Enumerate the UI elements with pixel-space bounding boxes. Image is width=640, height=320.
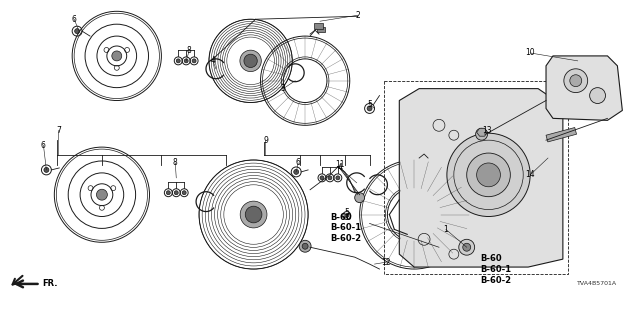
Text: B-60: B-60 bbox=[481, 254, 502, 263]
Polygon shape bbox=[477, 128, 488, 136]
Text: 4: 4 bbox=[211, 56, 216, 65]
Circle shape bbox=[345, 213, 349, 218]
Text: 9: 9 bbox=[263, 136, 268, 145]
Text: 7: 7 bbox=[56, 126, 61, 135]
Circle shape bbox=[463, 243, 470, 251]
Circle shape bbox=[564, 69, 588, 92]
Circle shape bbox=[294, 169, 299, 174]
Circle shape bbox=[467, 153, 510, 197]
Text: 12: 12 bbox=[381, 258, 391, 267]
Text: 11: 11 bbox=[335, 160, 344, 170]
Circle shape bbox=[244, 54, 257, 68]
Circle shape bbox=[182, 191, 186, 195]
Circle shape bbox=[112, 51, 122, 61]
Polygon shape bbox=[546, 56, 622, 120]
Text: 3: 3 bbox=[281, 84, 285, 93]
Circle shape bbox=[589, 88, 605, 103]
Text: 1: 1 bbox=[444, 225, 448, 234]
Circle shape bbox=[328, 176, 332, 180]
Text: 5: 5 bbox=[367, 100, 372, 109]
Circle shape bbox=[174, 191, 179, 195]
Text: 6: 6 bbox=[41, 140, 46, 150]
Text: 10: 10 bbox=[525, 48, 535, 57]
Circle shape bbox=[299, 240, 311, 252]
Bar bbox=[317, 27, 325, 32]
Text: 6: 6 bbox=[72, 15, 77, 24]
Text: B-60-1: B-60-1 bbox=[330, 223, 361, 232]
Bar bbox=[385, 81, 568, 274]
Circle shape bbox=[367, 106, 372, 111]
Text: 4: 4 bbox=[337, 164, 342, 172]
Text: 14: 14 bbox=[525, 170, 535, 180]
Circle shape bbox=[570, 75, 582, 87]
Polygon shape bbox=[399, 89, 563, 267]
Circle shape bbox=[459, 239, 475, 255]
Circle shape bbox=[166, 191, 170, 195]
Circle shape bbox=[240, 201, 267, 228]
Circle shape bbox=[320, 176, 324, 180]
Text: 2: 2 bbox=[355, 11, 360, 20]
Text: B-60-2: B-60-2 bbox=[481, 276, 512, 285]
Circle shape bbox=[184, 59, 188, 63]
Text: 8: 8 bbox=[173, 158, 178, 167]
Text: 5: 5 bbox=[344, 208, 349, 217]
Circle shape bbox=[192, 59, 196, 63]
Bar bbox=[314, 23, 323, 29]
Text: B-60-1: B-60-1 bbox=[481, 265, 512, 274]
Text: TVA4B5701A: TVA4B5701A bbox=[577, 281, 618, 286]
Circle shape bbox=[75, 29, 79, 34]
Text: 6: 6 bbox=[296, 158, 301, 167]
Bar bbox=[546, 127, 577, 142]
Circle shape bbox=[355, 193, 365, 203]
Bar bbox=[426, 151, 434, 156]
Circle shape bbox=[245, 206, 262, 223]
Circle shape bbox=[477, 163, 500, 187]
Text: 13: 13 bbox=[482, 126, 492, 135]
Circle shape bbox=[336, 176, 340, 180]
Circle shape bbox=[44, 167, 49, 172]
Text: B-60-2: B-60-2 bbox=[330, 234, 361, 243]
Text: B-60: B-60 bbox=[330, 212, 351, 221]
Circle shape bbox=[302, 243, 308, 249]
Text: FR.: FR. bbox=[42, 279, 58, 288]
Circle shape bbox=[176, 59, 180, 63]
Circle shape bbox=[447, 133, 530, 217]
Text: 8: 8 bbox=[187, 46, 191, 55]
Circle shape bbox=[240, 50, 261, 72]
Circle shape bbox=[97, 189, 108, 200]
Circle shape bbox=[476, 128, 488, 140]
